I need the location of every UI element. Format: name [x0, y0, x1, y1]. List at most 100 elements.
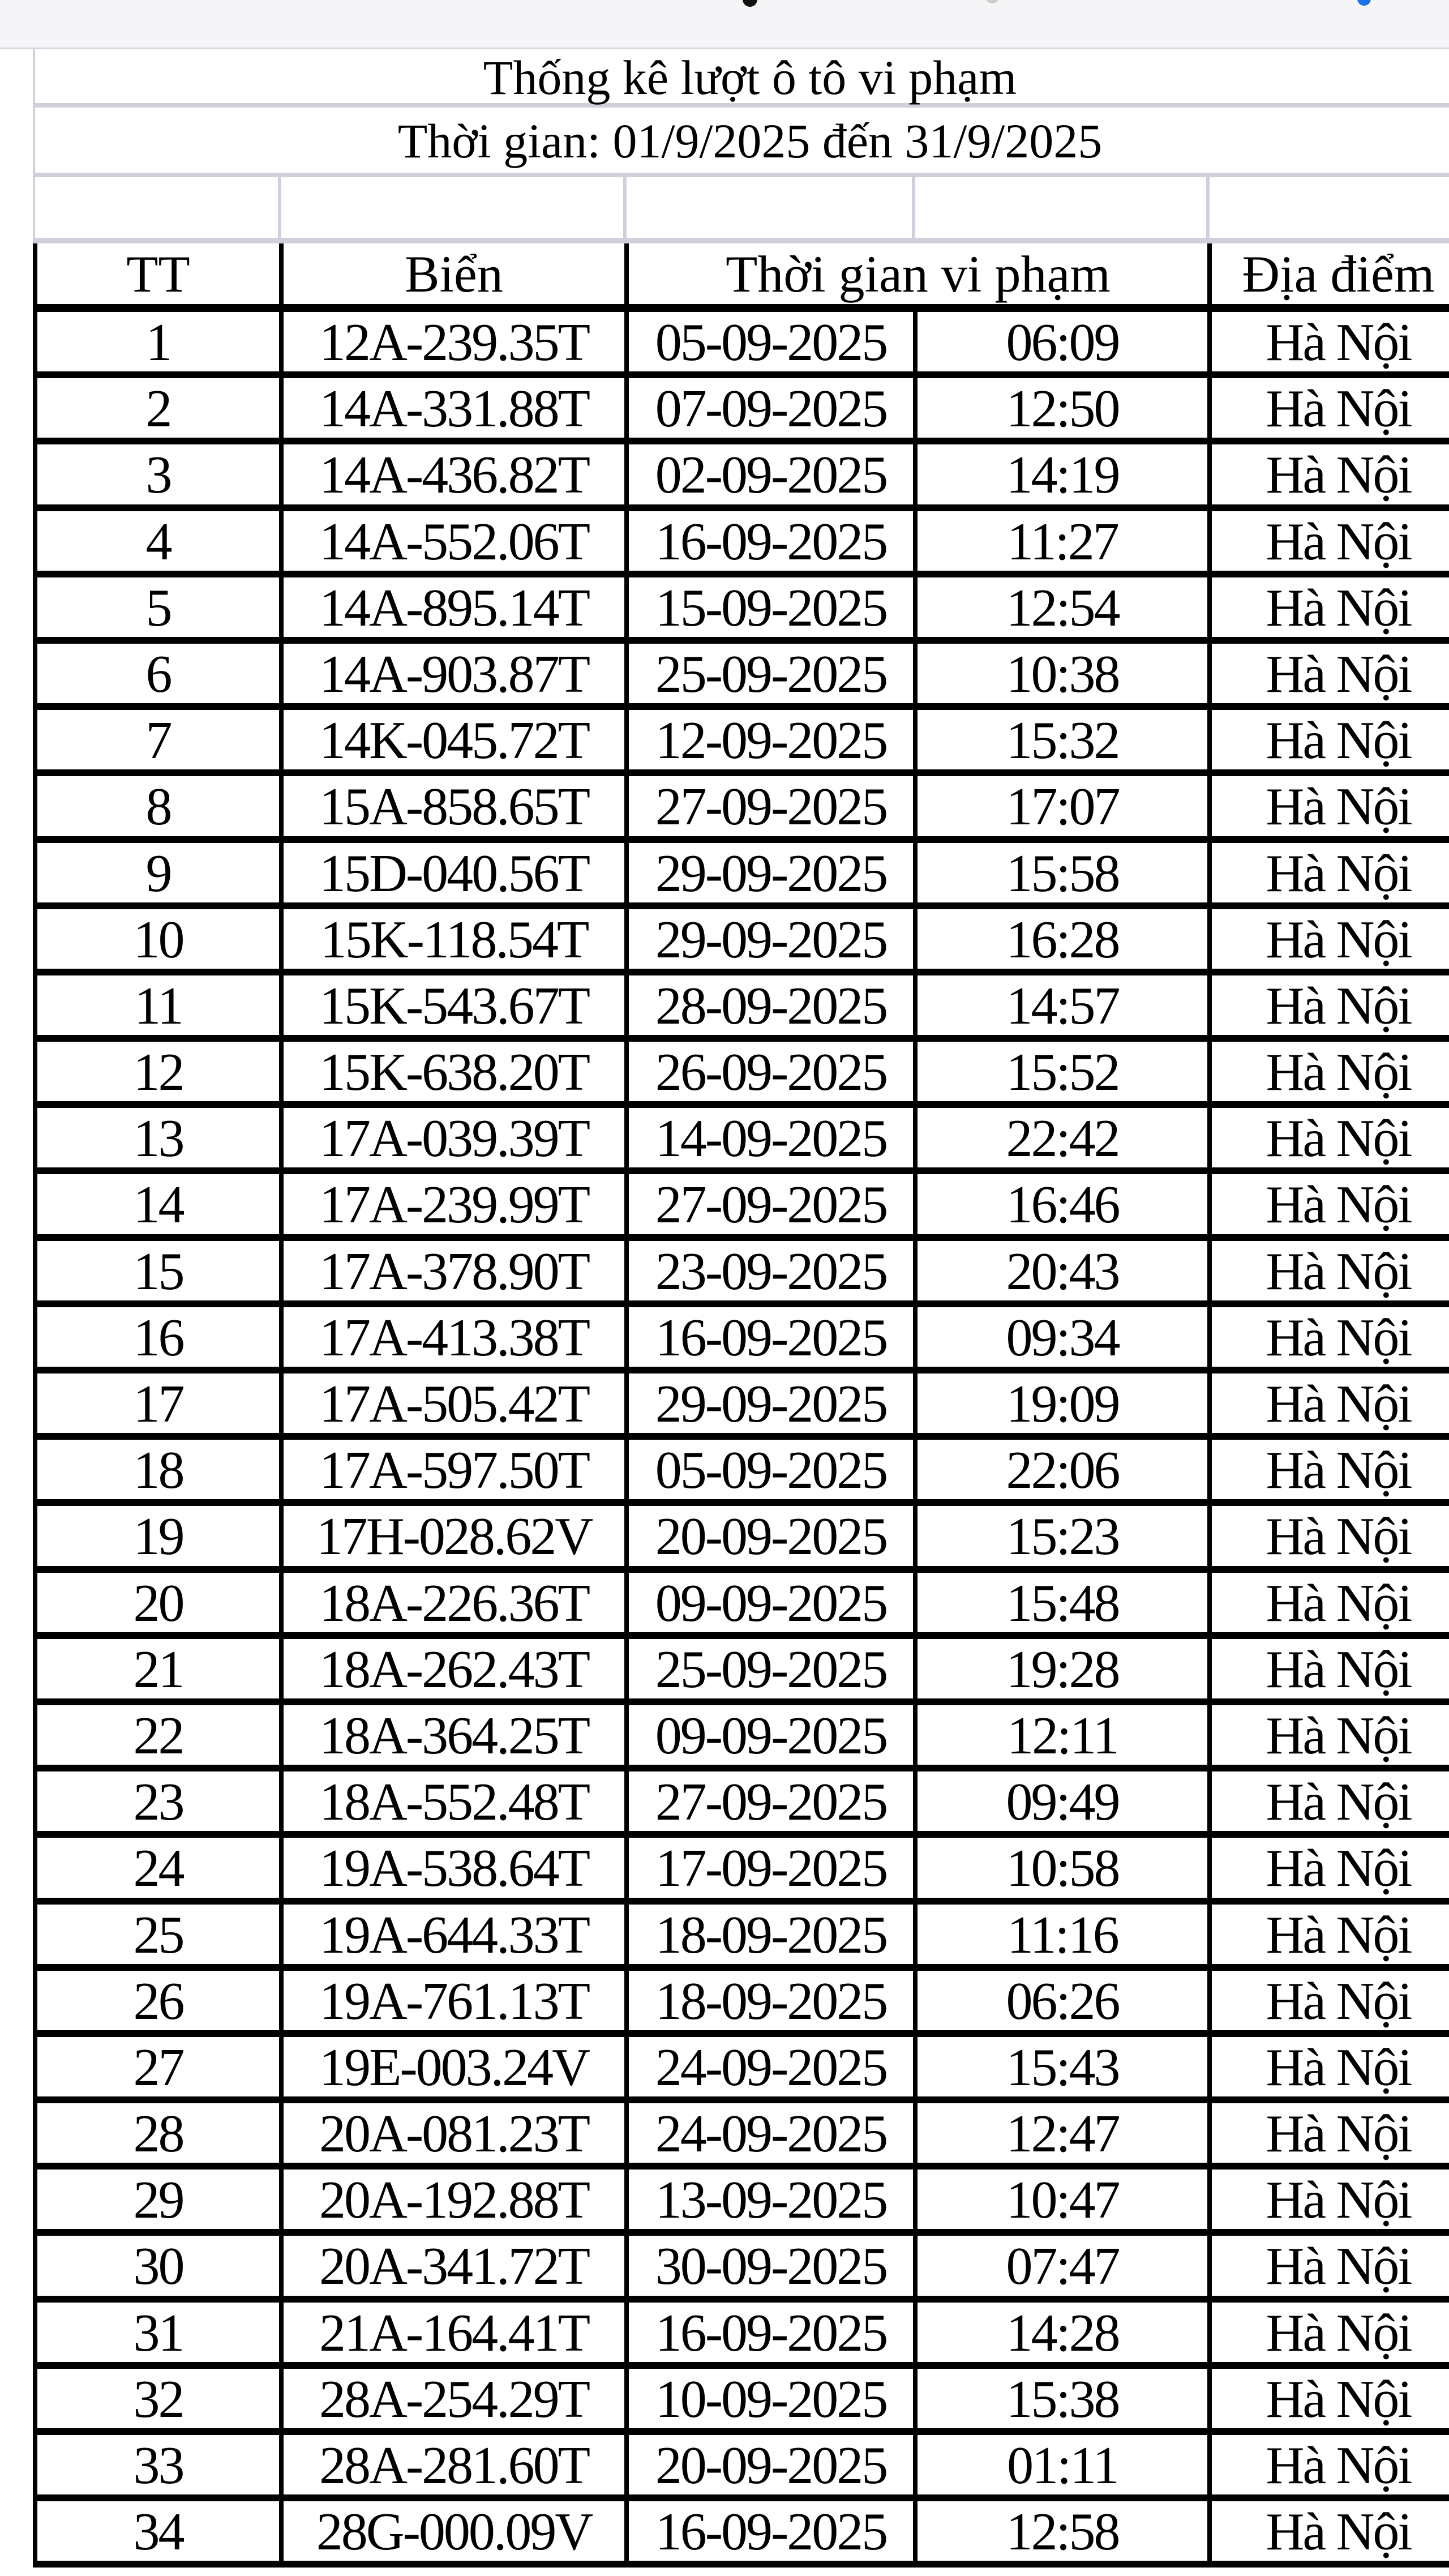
cell-tt[interactable]: 27: [37, 2036, 284, 2098]
empty-cell[interactable]: [627, 177, 915, 238]
cell-place[interactable]: Hà Nội: [1212, 577, 1449, 639]
cell-place[interactable]: Hà Nội: [1212, 511, 1449, 572]
cell-tt[interactable]: 7: [37, 710, 284, 772]
cell-plate[interactable]: 17A-239.99T: [284, 1174, 629, 1236]
cell-time[interactable]: 14:57: [918, 975, 1212, 1037]
cell-plate[interactable]: 28A-254.29T: [284, 2368, 629, 2430]
cell-plate[interactable]: 21A-164.41T: [284, 2302, 629, 2364]
toolbar-blue-icon[interactable]: [1357, 0, 1371, 6]
cell-plate[interactable]: 20A-341.72T: [284, 2236, 629, 2297]
cell-plate[interactable]: 19A-761.13T: [284, 1970, 629, 2032]
cell-date[interactable]: 09-09-2025: [629, 1572, 918, 1634]
cell-tt[interactable]: 19: [37, 1506, 284, 1568]
cell-tt[interactable]: 12: [37, 1042, 284, 1103]
cell-place[interactable]: Hà Nội: [1212, 1905, 1449, 1966]
cell-plate[interactable]: 18A-552.48T: [284, 1771, 629, 1833]
cell-plate[interactable]: 28G-000.09V: [284, 2501, 629, 2563]
cell-date[interactable]: 05-09-2025: [629, 312, 918, 373]
cell-place[interactable]: Hà Nội: [1212, 444, 1449, 506]
cell-place[interactable]: Hà Nội: [1212, 1771, 1449, 1833]
cell-tt[interactable]: 32: [37, 2368, 284, 2430]
cell-tt[interactable]: 33: [37, 2435, 284, 2496]
cell-time[interactable]: 01:11: [918, 2435, 1212, 2496]
cell-place[interactable]: Hà Nội: [1212, 710, 1449, 771]
cell-tt[interactable]: 26: [37, 1970, 284, 2032]
cell-time[interactable]: 15:23: [918, 1506, 1212, 1568]
cell-place[interactable]: Hà Nội: [1212, 776, 1449, 837]
cell-tt[interactable]: 22: [37, 1705, 284, 1766]
cell-time[interactable]: 10:58: [918, 1838, 1212, 1899]
cell-date[interactable]: 18-09-2025: [629, 1904, 918, 1966]
cell-tt[interactable]: 14: [37, 1174, 284, 1236]
cell-date[interactable]: 10-09-2025: [629, 2368, 918, 2430]
cell-date[interactable]: 05-09-2025: [629, 1440, 918, 1501]
cell-date[interactable]: 12-09-2025: [629, 710, 918, 772]
cell-place[interactable]: Hà Nội: [1212, 2037, 1449, 2098]
cell-place[interactable]: Hà Nội: [1212, 1838, 1449, 1899]
cell-time[interactable]: 15:58: [918, 842, 1212, 904]
cell-tt[interactable]: 21: [37, 1638, 284, 1700]
cell-plate[interactable]: 17A-378.90T: [284, 1240, 629, 1302]
cell-date[interactable]: 29-09-2025: [629, 1373, 918, 1435]
cell-time[interactable]: 10:38: [918, 643, 1212, 705]
cell-date[interactable]: 02-09-2025: [629, 444, 918, 506]
empty-cell[interactable]: [1210, 177, 1449, 238]
cell-date[interactable]: 25-09-2025: [629, 1638, 918, 1700]
cell-date[interactable]: 17-09-2025: [629, 1838, 918, 1899]
cell-time[interactable]: 09:49: [918, 1771, 1212, 1833]
cell-place[interactable]: Hà Nội: [1212, 1705, 1449, 1766]
cell-time[interactable]: 15:48: [918, 1572, 1212, 1634]
cell-tt[interactable]: 11: [37, 975, 284, 1037]
cell-tt[interactable]: 6: [37, 643, 284, 705]
cell-tt[interactable]: 2: [37, 378, 284, 440]
cell-date[interactable]: 16-09-2025: [629, 1307, 918, 1368]
cell-date[interactable]: 29-09-2025: [629, 909, 918, 970]
cell-plate[interactable]: 15K-638.20T: [284, 1042, 629, 1103]
cell-time[interactable]: 12:11: [918, 1705, 1212, 1766]
cell-place[interactable]: Hà Nội: [1212, 1506, 1449, 1567]
cell-date[interactable]: 13-09-2025: [629, 2170, 918, 2231]
cell-plate[interactable]: 18A-226.36T: [284, 1572, 629, 1634]
cell-plate[interactable]: 19A-644.33T: [284, 1904, 629, 1966]
cell-tt[interactable]: 18: [37, 1440, 284, 1501]
header-place[interactable]: Địa điểm: [1212, 243, 1449, 304]
cell-plate[interactable]: 28A-281.60T: [284, 2435, 629, 2496]
cell-plate[interactable]: 20A-081.23T: [284, 2103, 629, 2165]
cell-place[interactable]: Hà Nội: [1212, 312, 1449, 373]
cell-place[interactable]: Hà Nội: [1212, 1241, 1449, 1302]
cell-time[interactable]: 16:46: [918, 1174, 1212, 1236]
cell-plate[interactable]: 18A-262.43T: [284, 1638, 629, 1700]
cell-tt[interactable]: 5: [37, 577, 284, 639]
header-plate[interactable]: Biển: [284, 243, 629, 304]
header-violation-time[interactable]: Thời gian vi phạm: [629, 243, 1212, 304]
cell-tt[interactable]: 13: [37, 1108, 284, 1170]
cell-place[interactable]: Hà Nội: [1212, 1440, 1449, 1501]
cell-place[interactable]: Hà Nội: [1212, 2103, 1449, 2164]
cell-plate[interactable]: 17A-597.50T: [284, 1440, 629, 1501]
cell-plate[interactable]: 14A-331.88T: [284, 378, 629, 440]
cell-time[interactable]: 14:28: [918, 2302, 1212, 2364]
cell-tt[interactable]: 17: [37, 1373, 284, 1435]
cell-time[interactable]: 09:34: [918, 1307, 1212, 1368]
cell-time[interactable]: 22:42: [918, 1108, 1212, 1170]
cell-plate[interactable]: 17A-039.39T: [284, 1108, 629, 1170]
cell-date[interactable]: 20-09-2025: [629, 1506, 918, 1568]
cell-time[interactable]: 19:28: [918, 1638, 1212, 1700]
cell-place[interactable]: Hà Nội: [1212, 2369, 1449, 2430]
cell-tt[interactable]: 29: [37, 2170, 284, 2231]
cell-date[interactable]: 15-09-2025: [629, 577, 918, 639]
cell-tt[interactable]: 1: [37, 312, 284, 373]
empty-cell[interactable]: [35, 177, 281, 238]
cell-time[interactable]: 06:26: [918, 1970, 1212, 2032]
cell-plate[interactable]: 18A-364.25T: [284, 1705, 629, 1766]
cell-date[interactable]: 24-09-2025: [629, 2103, 918, 2165]
cell-tt[interactable]: 25: [37, 1904, 284, 1966]
cell-plate[interactable]: 14A-903.87T: [284, 643, 629, 705]
cell-plate[interactable]: 19E-003.24V: [284, 2036, 629, 2098]
cell-plate[interactable]: 19A-538.64T: [284, 1838, 629, 1899]
cell-tt[interactable]: 16: [37, 1307, 284, 1368]
cell-date[interactable]: 26-09-2025: [629, 1042, 918, 1103]
cell-time[interactable]: 12:47: [918, 2103, 1212, 2165]
cell-tt[interactable]: 20: [37, 1572, 284, 1634]
cell-plate[interactable]: 17A-413.38T: [284, 1307, 629, 1368]
